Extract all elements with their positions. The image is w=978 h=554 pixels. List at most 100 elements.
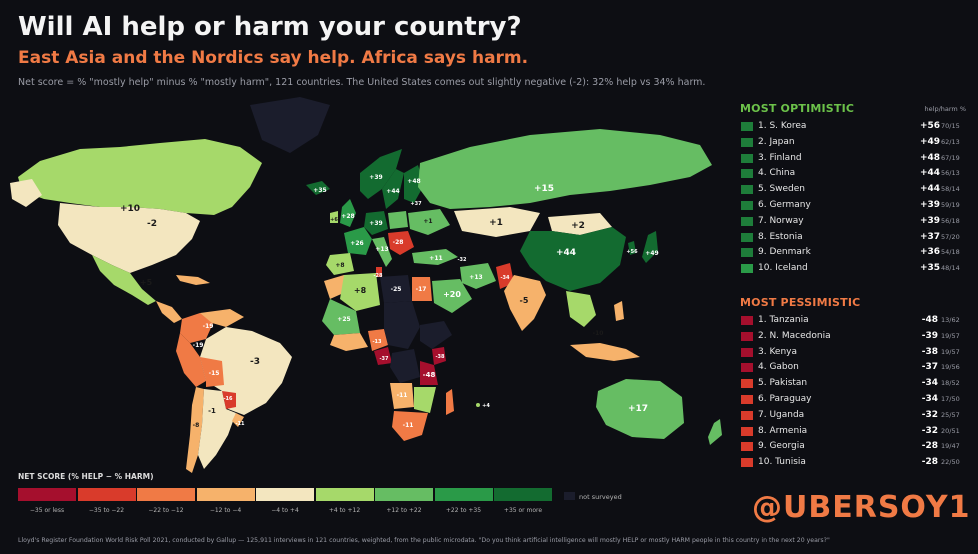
country-nigeria [368,329,388,351]
legend-swatch [77,488,136,501]
ranking-row: 3. Kenya -38 19/57 [740,345,968,361]
ranking-row: 3. Finland +48 67/19 [740,151,968,167]
region-southeast-asia [566,291,596,327]
country-ukraine [408,209,450,235]
author-handle: @UBERSOY1 [752,490,971,525]
ranking-country: 3. Kenya [758,346,797,357]
ranking-country: 10. Tunisia [758,457,806,468]
ranking-row: 1. S. Korea +56 70/15 [740,119,968,135]
country-libya [380,275,412,303]
ranking-row: 6. Germany +39 59/19 [740,198,968,214]
map-label-tunisia: -28 [373,273,383,279]
ranking-score: +48 [920,152,941,163]
country-gabon [374,347,392,365]
ranking-swatch [741,442,753,452]
region-southern-africa [414,387,436,413]
country-greenland [250,97,330,153]
ranking-help-harm: 54/18 [941,248,960,257]
country-bolivia [200,357,224,387]
ranking-row: 9. Georgia -28 19/47 [740,439,968,455]
country-tanzania [420,361,438,385]
ranking-row: 10. Tunisia -28 22/50 [740,455,968,471]
ranking-help-harm: 20/51 [941,426,960,435]
ranking-swatch [741,363,753,373]
country-alaska [10,179,42,207]
map-label-mongolia: +2 [571,221,585,231]
map-label-ireland: +6 [330,217,338,223]
map-label-mexico: +5 [140,278,153,287]
ranking-row: 4. China +44 56/13 [740,166,968,182]
ranking-score: -39 [921,330,938,341]
map-label-south-africa: -11 [403,422,414,429]
optimistic-panel: MOST OPTIMISTIC help/harm % 1. S. Korea +… [740,102,968,277]
map-label-usa: -2 [147,219,157,229]
ranking-swatch [741,153,753,163]
legend-bin: −22 to −12 [137,488,195,514]
country-sweden [382,169,404,209]
country-new-zealand [708,419,722,445]
legend-bin: +12 to +22 [375,488,433,514]
map-label-nigeria: -13 [372,339,382,345]
ranking-row: 8. Estonia +37 57/20 [740,230,968,246]
ranking-help-harm: 48/14 [941,264,960,273]
country-australia [596,379,684,439]
ranking-help-harm: 17/50 [941,394,960,403]
ranking-swatch [741,216,753,226]
map-label-china: +44 [556,248,576,258]
country-iran [460,263,496,289]
legend-bin-label: −35 or less [29,507,65,514]
ranking-score: -28 [921,457,938,468]
map-label-finland: +48 [407,178,420,185]
country-chile [186,387,204,473]
ranking-row: 1. Tanzania -48 13/62 [740,313,968,329]
ranking-country: 9. Denmark [758,247,811,258]
ranking-country: 8. Estonia [758,231,803,242]
ranking-swatch [741,458,753,468]
legend-bin-label: −12 to −4 [209,507,242,514]
ranking-country: 5. Sweden [758,184,806,195]
legend-swatch [137,488,195,501]
ranking-row: 9. Denmark +36 54/18 [740,245,968,261]
map-label-egypt: -17 [416,286,427,293]
ranking-swatch [741,122,753,131]
map-label-chile: -8 [193,422,200,429]
pessimistic-list: 1. Tanzania -48 13/62 2. N. Macedonia -39 19/… [740,313,968,471]
ranking-country: 1. S. Korea [758,121,807,131]
ranking-row: 8. Armenia -32 20/51 [740,424,968,440]
ranking-score: -48 [921,315,938,325]
country-mauritius [476,403,480,407]
ranking-country: 2. Japan [758,136,795,147]
ranking-row: 10. Iceland +35 48/14 [740,261,968,277]
ranking-score: -34 [921,393,938,404]
legend-bin: −12 to −4 [196,488,255,514]
legend-bin-label: +22 to +35 [445,507,482,514]
map-label-india: -5 [520,296,529,305]
world-choropleth-map: +10 -2 +5 -19 -19 -3 -15 -16 -8 -1 -11 +… [10,97,722,473]
legend-swatch [18,488,76,501]
ranking-score: +37 [920,231,941,242]
ranking-row: 4. Gabon -37 19/56 [740,360,968,376]
ranking-help-harm: 25/57 [941,410,960,419]
ranking-help-harm: 19/47 [941,442,960,451]
country-argentina [198,389,236,469]
ranking-score: +49 [920,136,941,147]
ranking-swatch [741,379,753,389]
map-label-sweden: +44 [386,188,399,195]
country-korea [628,241,636,255]
map-label-mauritius: +4 [482,403,490,409]
region-west-africa [330,333,368,351]
ranking-country: 4. Gabon [758,362,799,373]
map-label-algeria: +8 [354,286,367,295]
ranking-country: 7. Uganda [758,409,805,420]
country-italy [372,237,392,267]
method-note: Net score = % "mostly help" minus % "mos… [18,77,706,88]
ranking-score: -34 [921,378,938,389]
ranking-help-harm: 62/13 [941,137,960,146]
country-paraguay [222,391,236,409]
ranking-help-harm: 57/20 [941,232,960,241]
country-kazakhstan [454,207,540,237]
map-label-australia: +17 [628,404,648,414]
country-egypt [412,277,432,301]
legend-bin-label: +12 to +22 [386,507,422,514]
legend-swatch [196,488,255,501]
